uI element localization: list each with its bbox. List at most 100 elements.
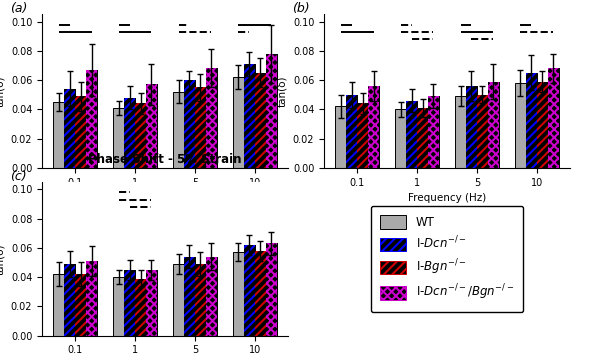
Bar (75, 96, 86, 168)
Bar (146, 270, 157, 336)
Bar (86, 70, 97, 168)
Bar (113, 277, 124, 336)
Bar (184, 257, 195, 336)
Bar (135, 104, 146, 168)
Bar (548, 69, 559, 168)
Bar (184, 80, 195, 168)
Bar (206, 69, 217, 168)
Title: Phase Shift - 5% Strain: Phase Shift - 5% Strain (88, 153, 242, 166)
Bar (335, 106, 346, 168)
Bar (195, 87, 206, 168)
Bar (244, 245, 255, 336)
Bar (53, 274, 64, 336)
Bar (86, 70, 97, 168)
Bar (255, 251, 266, 336)
Bar (455, 96, 466, 168)
Bar (64, 89, 75, 168)
Bar (357, 104, 368, 168)
Bar (75, 96, 86, 168)
Bar (266, 54, 277, 168)
Bar (368, 86, 379, 168)
Bar (124, 97, 135, 168)
Bar (357, 104, 368, 168)
Bar (526, 73, 537, 168)
Bar (75, 274, 86, 336)
Bar (124, 270, 135, 336)
Bar (75, 96, 86, 168)
Bar (64, 89, 75, 168)
Bar (64, 264, 75, 336)
Bar (417, 108, 428, 168)
Bar (206, 257, 217, 336)
Bar (346, 95, 357, 168)
Bar (195, 264, 206, 336)
Bar (124, 97, 135, 168)
Bar (266, 243, 277, 336)
Text: (a): (a) (10, 2, 28, 15)
Bar (346, 95, 357, 168)
Bar (233, 77, 244, 168)
Bar (255, 73, 266, 168)
Bar (195, 87, 206, 168)
X-axis label: Frequency (Hz): Frequency (Hz) (408, 193, 486, 203)
Bar (146, 85, 157, 168)
Bar (64, 89, 75, 168)
Bar (488, 81, 499, 168)
Bar (406, 101, 417, 168)
Bar (86, 261, 97, 336)
Bar (53, 102, 64, 168)
Text: (c): (c) (10, 170, 26, 183)
Bar (526, 73, 537, 168)
Bar (548, 69, 559, 168)
Bar (428, 96, 439, 168)
Bar (537, 81, 548, 168)
Bar (515, 83, 526, 168)
Bar (255, 73, 266, 168)
X-axis label: Frequency (Hz): Frequency (Hz) (126, 193, 204, 203)
Bar (406, 101, 417, 168)
Y-axis label: tan(δ): tan(δ) (0, 75, 5, 107)
Bar (417, 108, 428, 168)
Bar (146, 85, 157, 168)
Bar (244, 64, 255, 168)
Bar (477, 95, 488, 168)
Bar (488, 81, 499, 168)
Bar (184, 80, 195, 168)
Bar (526, 73, 537, 168)
Bar (146, 270, 157, 336)
Bar (135, 104, 146, 168)
Bar (206, 69, 217, 168)
Bar (266, 243, 277, 336)
Y-axis label: tan(δ): tan(δ) (277, 75, 287, 107)
Bar (195, 264, 206, 336)
Bar (466, 86, 477, 168)
Bar (135, 278, 146, 336)
Bar (113, 108, 124, 168)
Bar (417, 108, 428, 168)
Bar (86, 70, 97, 168)
Bar (346, 95, 357, 168)
Text: (b): (b) (292, 2, 310, 15)
Bar (195, 264, 206, 336)
Bar (255, 73, 266, 168)
Bar (135, 278, 146, 336)
Bar (124, 97, 135, 168)
Bar (206, 257, 217, 336)
Bar (477, 95, 488, 168)
Bar (124, 270, 135, 336)
Bar (124, 270, 135, 336)
Bar (368, 86, 379, 168)
Bar (255, 251, 266, 336)
Bar (233, 252, 244, 336)
Bar (266, 54, 277, 168)
Bar (146, 85, 157, 168)
Bar (173, 264, 184, 336)
Y-axis label: tan(δ): tan(δ) (0, 243, 5, 275)
Bar (466, 86, 477, 168)
Bar (135, 278, 146, 336)
Bar (406, 101, 417, 168)
Bar (184, 80, 195, 168)
Bar (184, 257, 195, 336)
Bar (135, 104, 146, 168)
Bar (184, 257, 195, 336)
